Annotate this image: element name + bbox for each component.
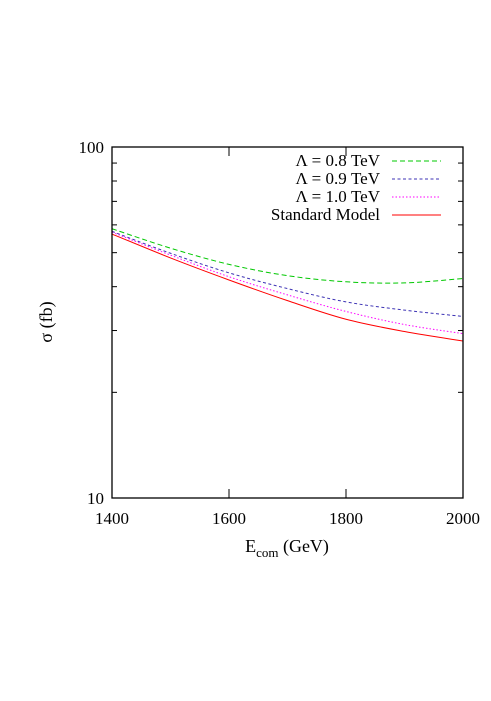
x-tick-label: 1400	[95, 509, 129, 528]
x-axis-title: Ecom (GeV)	[245, 536, 329, 560]
legend-label: Standard Model	[271, 205, 380, 224]
y-axis-title: σ (fb)	[36, 301, 57, 342]
y-tick-label: 100	[79, 138, 105, 157]
legend-label: Λ = 0.8 TeV	[296, 151, 381, 170]
legend-label: Λ = 1.0 TeV	[296, 187, 381, 206]
y-tick-label: 10	[87, 489, 104, 508]
x-axis-title-main: E	[245, 536, 256, 556]
x-tick-label: 2000	[446, 509, 480, 528]
x-tick-label: 1800	[329, 509, 363, 528]
legend-label: Λ = 0.9 TeV	[296, 169, 381, 188]
x-axis-title-unit: (GeV)	[278, 536, 328, 557]
plot-frame	[111, 146, 464, 499]
x-tick-label: 1600	[212, 509, 246, 528]
y-tick-labels: 10 100	[79, 138, 105, 508]
axis-ticks	[111, 146, 464, 499]
series-line-2	[111, 231, 464, 335]
series-line-3	[111, 233, 464, 342]
x-axis-title-subscript: com	[256, 545, 278, 560]
series-lines	[111, 228, 464, 342]
x-tick-labels: 1400 1600 1800 2000	[95, 509, 480, 528]
series-line-0	[111, 228, 464, 284]
series-line-1	[111, 230, 464, 317]
